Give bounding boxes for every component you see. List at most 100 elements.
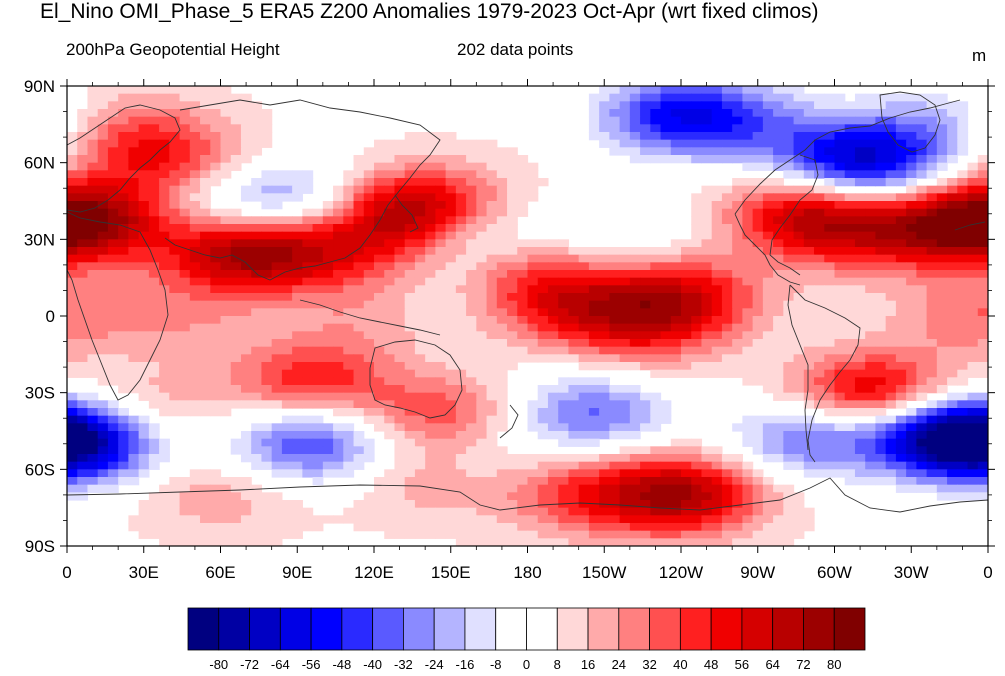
field-cell — [107, 477, 119, 486]
field-cell — [629, 538, 641, 546]
field-cell — [189, 86, 201, 95]
field-cell — [97, 362, 109, 371]
field-cell — [476, 454, 488, 463]
field-cell — [476, 415, 488, 424]
field-cell — [721, 477, 733, 486]
field-cell — [77, 354, 89, 363]
field-cell — [189, 300, 201, 309]
field-cell — [865, 438, 877, 447]
field-cell — [67, 392, 78, 401]
field-cell — [793, 415, 805, 424]
field-cell — [179, 155, 191, 164]
field-cell — [128, 354, 140, 363]
field-cell — [609, 346, 621, 355]
field-cell — [906, 339, 917, 348]
field-cell — [895, 285, 907, 294]
field-cell — [230, 254, 242, 263]
coastlines — [67, 91, 988, 513]
field-cell — [281, 224, 293, 233]
field-cell — [67, 431, 78, 440]
field-cell — [200, 201, 211, 210]
field-cell — [824, 247, 836, 256]
field-cell — [374, 492, 385, 501]
field-cell — [926, 431, 938, 440]
field-cell — [425, 300, 436, 309]
field-cell — [527, 331, 539, 340]
field-cell — [588, 247, 600, 256]
field-cell — [947, 178, 958, 187]
field-cell — [230, 438, 242, 447]
field-cell — [333, 331, 344, 340]
field-cell — [169, 500, 181, 509]
field-cell — [486, 231, 498, 240]
field-cell — [128, 377, 140, 386]
field-cell — [854, 446, 866, 455]
field-cell — [67, 139, 78, 148]
field-cell — [650, 139, 662, 148]
field-cell — [640, 477, 651, 486]
field-cell — [445, 262, 457, 271]
field-cell — [711, 285, 723, 294]
field-cell — [435, 530, 447, 539]
field-cell — [496, 300, 508, 309]
field-cell — [588, 331, 600, 340]
field-cell — [895, 392, 907, 401]
field-cell — [118, 423, 129, 432]
field-cell — [619, 492, 631, 501]
field-cell — [445, 523, 457, 532]
field-cell — [793, 500, 805, 509]
field-cell — [200, 293, 211, 302]
field-cell — [496, 239, 508, 248]
field-cell — [814, 362, 825, 371]
field-cell — [773, 515, 784, 524]
field-cell — [721, 492, 733, 501]
field-cell — [773, 362, 784, 371]
field-cell — [179, 377, 191, 386]
field-cell — [854, 139, 866, 148]
field-cell — [179, 201, 191, 210]
field-cell — [947, 438, 958, 447]
field-cell — [261, 139, 273, 148]
field-cell — [609, 523, 621, 532]
field-cell — [292, 170, 303, 179]
field-cell — [230, 293, 242, 302]
field-cell — [189, 339, 201, 348]
field-cell — [210, 101, 222, 110]
field-cell — [660, 247, 672, 256]
field-cell — [251, 354, 263, 363]
field-cell — [834, 285, 846, 294]
field-cell — [333, 431, 344, 440]
field-cell — [578, 538, 590, 546]
field-cell — [425, 369, 436, 378]
field-cell — [425, 362, 436, 371]
field-cell — [476, 208, 488, 217]
field-cell — [476, 461, 488, 470]
field-cell — [148, 201, 160, 210]
field-cell — [486, 216, 498, 225]
colorbar-label: 40 — [673, 657, 687, 672]
x-tick-label: 90W — [740, 563, 775, 582]
field-cell — [445, 239, 457, 248]
field-cell — [271, 446, 283, 455]
field-cell — [220, 354, 232, 363]
field-cell — [148, 132, 160, 141]
field-cell — [189, 262, 201, 271]
field-cell — [77, 484, 89, 493]
field-cell — [650, 346, 662, 355]
field-cell — [711, 530, 723, 539]
field-cell — [455, 400, 467, 409]
field-cell — [251, 101, 263, 110]
field-cell — [517, 293, 529, 302]
field-cell — [271, 178, 283, 187]
field-cell — [803, 469, 815, 478]
field-cell — [711, 515, 723, 524]
field-cell — [650, 354, 662, 363]
field-cell — [957, 461, 969, 470]
field-cell — [97, 469, 109, 478]
field-cell — [466, 339, 477, 348]
field-cell — [496, 178, 508, 187]
field-cell — [128, 124, 140, 133]
field-cell — [374, 185, 385, 194]
field-cell — [476, 523, 488, 532]
field-cell — [312, 323, 324, 332]
